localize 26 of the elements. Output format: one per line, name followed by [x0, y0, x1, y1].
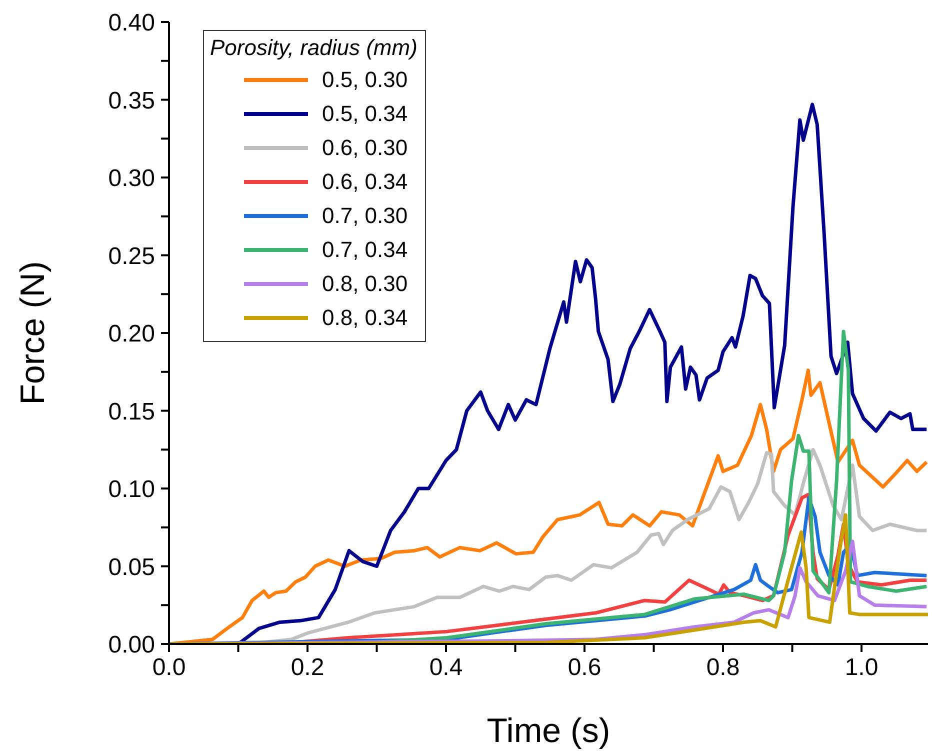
x-tick-label: 0.2: [290, 654, 324, 682]
legend-label: 0.7, 0.30: [322, 203, 408, 229]
x-tick-label: 0.6: [568, 654, 602, 682]
y-tick-label: 0.40: [108, 10, 155, 37]
legend-label: 0.7, 0.34: [322, 237, 408, 263]
x-tick-label: 0.4: [429, 654, 463, 682]
x-tick-label: 0.0: [152, 654, 186, 682]
y-tick-label: 0.15: [108, 398, 155, 426]
legend-label: 0.8, 0.30: [322, 271, 408, 297]
y-tick-label: 0.00: [108, 632, 155, 659]
legend-label: 0.6, 0.34: [322, 169, 408, 195]
legend-label: 0.5, 0.34: [322, 101, 408, 127]
x-tick-label: 0.8: [706, 654, 740, 682]
y-tick-label: 0.35: [108, 87, 155, 114]
y-tick-label: 0.10: [108, 476, 155, 504]
y-axis-title: Force (N): [14, 261, 52, 405]
y-tick-label: 0.20: [108, 320, 155, 348]
x-axis-title: Time (s): [486, 712, 610, 750]
y-tick-label: 0.25: [108, 242, 155, 270]
x-tick-label: 1.0: [844, 654, 878, 682]
y-tick-label: 0.30: [108, 165, 155, 192]
legend-label: 0.6, 0.30: [322, 135, 408, 161]
legend-label: 0.8, 0.34: [322, 305, 408, 331]
legend-label: 0.5, 0.30: [322, 67, 408, 93]
legend-title: Porosity, radius (mm): [210, 35, 418, 61]
y-tick-label: 0.05: [108, 554, 155, 581]
